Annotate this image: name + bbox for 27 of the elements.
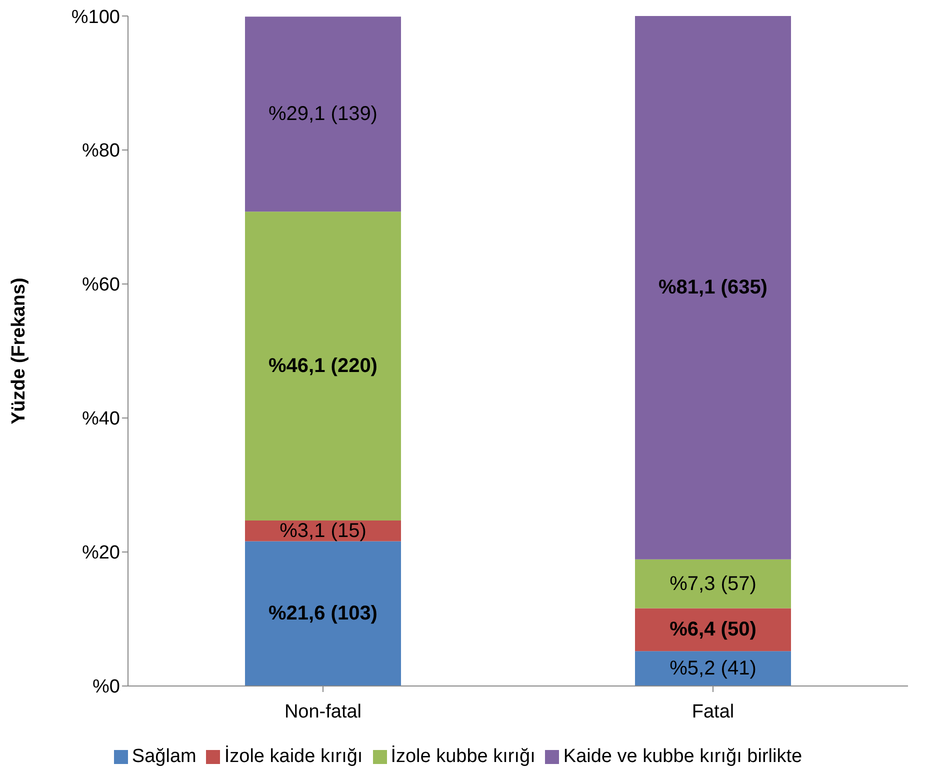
y-axis-title: Yüzde (Frekans) — [8, 278, 30, 424]
x-tick-label: Fatal — [692, 701, 734, 722]
legend-label: Kaide ve kubbe kırığı birlikte — [563, 746, 802, 767]
data-label: %46,1 (220) — [268, 355, 378, 378]
bar — [635, 651, 791, 686]
y-tick-label: %80 — [82, 140, 120, 162]
bar — [245, 541, 401, 686]
data-label: %7,3 (57) — [670, 572, 756, 595]
y-tick-label: %60 — [82, 274, 120, 296]
y-tick-label: %40 — [82, 408, 120, 430]
y-tick-label: %0 — [92, 676, 120, 698]
data-label: %81,1 (635) — [658, 276, 768, 299]
bar — [635, 559, 791, 608]
data-label: %6,4 (50) — [670, 618, 756, 641]
data-label: %5,2 (41) — [670, 658, 756, 680]
data-label: %3,1 (15) — [280, 520, 366, 542]
x-tick-label: Non-fatal — [284, 701, 362, 722]
data-label: %29,1 (139) — [268, 103, 378, 126]
y-tick-label: %100 — [71, 6, 120, 28]
bar — [245, 16, 401, 212]
bar — [635, 16, 791, 560]
legend-label: İzole kaide kırığı — [224, 746, 363, 767]
legend-label: Sağlam — [132, 746, 196, 767]
data-label: %21,6 (103) — [268, 602, 378, 625]
bar — [245, 212, 401, 521]
legend-label: İzole kubbe kırığı — [390, 746, 536, 767]
y-tick-label: %20 — [82, 542, 120, 564]
